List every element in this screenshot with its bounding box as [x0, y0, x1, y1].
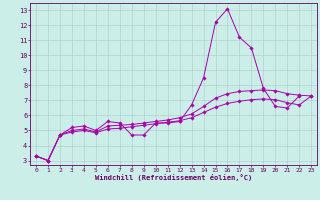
X-axis label: Windchill (Refroidissement éolien,°C): Windchill (Refroidissement éolien,°C)	[95, 174, 252, 181]
